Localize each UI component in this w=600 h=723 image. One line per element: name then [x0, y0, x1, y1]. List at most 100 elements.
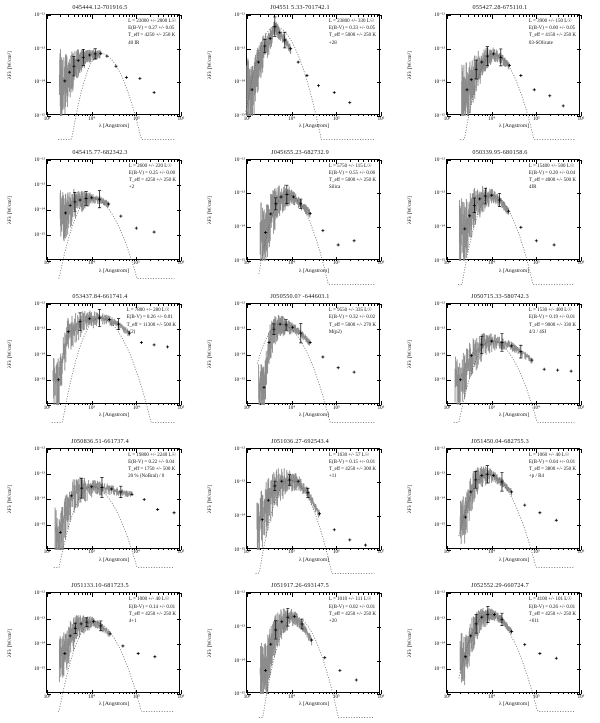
y-tick [447, 304, 451, 305]
x-minor-tick [468, 547, 469, 550]
y-tick [577, 260, 581, 262]
x-minor-tick [278, 547, 279, 550]
x-minor-tick [326, 692, 328, 695]
x-minor-tick [260, 15, 262, 17]
fit-parameters: L = 1530 +/- 400 L☉ E(B-V) = 0.19 +/- 0.0… [529, 307, 576, 336]
x-minor-tick [129, 114, 130, 116]
x-minor-tick [167, 692, 169, 695]
x-minor-tick [374, 692, 375, 695]
x-minor-tick [357, 159, 359, 162]
spectrum-band [461, 47, 510, 116]
y-tick [47, 474, 51, 475]
fit-parameter-line: E(B-V) = 0.20 +/- 0.04 [528, 170, 576, 176]
x-minor-tick [118, 692, 120, 695]
x-minor-tick [557, 15, 559, 17]
x-minor-tick [487, 448, 488, 451]
x-minor-tick [312, 304, 314, 307]
x-minor-tick [129, 692, 130, 695]
x-minor-tick [574, 692, 575, 695]
y-tick [47, 304, 51, 305]
fit-parameter-line: T_eff = 4250 +/- 250 K [328, 611, 376, 617]
x-minor-tick [163, 448, 164, 451]
x-minor-tick [89, 258, 91, 261]
x-tick [47, 448, 48, 453]
x-minor-tick [489, 593, 491, 596]
x-tick [136, 15, 138, 19]
y-tick [577, 15, 581, 16]
y-tick-label: 10⁻¹² [34, 591, 45, 597]
x-minor-tick [326, 258, 328, 261]
x-minor-tick [305, 304, 306, 307]
y-tick [247, 329, 251, 331]
y-tick-label: 10⁻¹² [434, 302, 445, 308]
x-minor-tick [529, 403, 530, 406]
x-minor-tick [357, 304, 359, 307]
x-tick [136, 401, 138, 406]
x-tick [247, 401, 248, 406]
x-minor-tick [81, 403, 83, 406]
y-tick [377, 354, 381, 356]
y-tick-label: 10⁻¹² [234, 446, 245, 452]
x-minor-tick [574, 258, 575, 261]
x-minor-tick [512, 15, 514, 17]
y-tick [247, 354, 251, 356]
x-minor-tick [478, 547, 479, 550]
x-minor-tick [126, 593, 128, 596]
x-minor-tick [518, 304, 520, 307]
x-minor-tick [549, 593, 551, 596]
x-tick-label: 10⁶ [177, 116, 185, 122]
x-minor-tick [363, 159, 364, 162]
fit-parameter-line: L = 23000 +/- 2000 L☉ [128, 19, 176, 24]
x-minor-tick [529, 15, 530, 17]
x-minor-tick [571, 258, 572, 261]
sed-panel-9: J050715.33-580742.3 10² 10³ 10⁴ 10⁵ 10⁻¹⁵ 10⁻¹… [400, 289, 600, 434]
x-minor-tick [363, 403, 364, 406]
x-minor-tick [157, 692, 159, 695]
x-tick-label: 10⁵ [288, 550, 296, 556]
x-minor-tick [176, 593, 178, 596]
x-tick-label: 10³ [243, 261, 251, 267]
x-tick-label: 10⁶ [177, 261, 185, 267]
x-minor-tick [157, 304, 159, 307]
x-minor-tick [557, 304, 559, 307]
sed-plot-svg [51, 309, 175, 424]
x-minor-tick [534, 692, 535, 695]
y-axis-label: λFλ [W/cm²] [7, 340, 13, 369]
y-tick-label: 10⁻¹² [234, 157, 245, 163]
x-tick [47, 690, 48, 695]
x-minor-tick [487, 114, 488, 116]
x-minor-tick [571, 692, 572, 695]
fit-parameter-line: L = 23800 +/- 330 L☉ [328, 19, 375, 24]
panel-title: 053437.84-661741.4 [72, 293, 128, 301]
x-minor-tick [105, 15, 106, 17]
x-minor-tick [563, 258, 564, 261]
x-axis-label: λ [Angstrom] [298, 267, 330, 274]
y-tick [247, 627, 251, 628]
y-tick [577, 448, 581, 450]
y-tick [177, 82, 181, 84]
x-minor-tick [357, 692, 359, 695]
y-tick-label: 10⁻¹⁵ [434, 522, 445, 528]
fit-parameter-line: L = 9550 +/- 335 L☉ [328, 308, 372, 314]
x-minor-tick [487, 159, 488, 162]
x-minor-tick [287, 448, 288, 451]
x-tick [336, 448, 338, 453]
x-tick [381, 159, 382, 164]
sed-panel-7: 053437.84-661741.4 10² 10³ 10⁴ 10⁵ 10⁻¹⁵ 10⁻¹⁴… [0, 289, 200, 434]
x-tick-label: 10² [43, 550, 51, 556]
y-tick [377, 260, 381, 262]
y-tick [247, 226, 251, 228]
y-tick [377, 116, 381, 117]
x-minor-tick [574, 547, 575, 550]
x-minor-tick [326, 15, 328, 17]
x-minor-tick [478, 258, 479, 261]
x-minor-tick [478, 448, 479, 451]
x-minor-tick [84, 593, 86, 596]
x-tick-label: 10⁴ [288, 405, 296, 411]
spectrum-band [459, 466, 513, 544]
x-tick [581, 593, 582, 598]
x-minor-tick [473, 448, 475, 451]
x-tick [247, 159, 248, 164]
x-minor-tick [284, 304, 286, 307]
y-tick [377, 159, 381, 161]
